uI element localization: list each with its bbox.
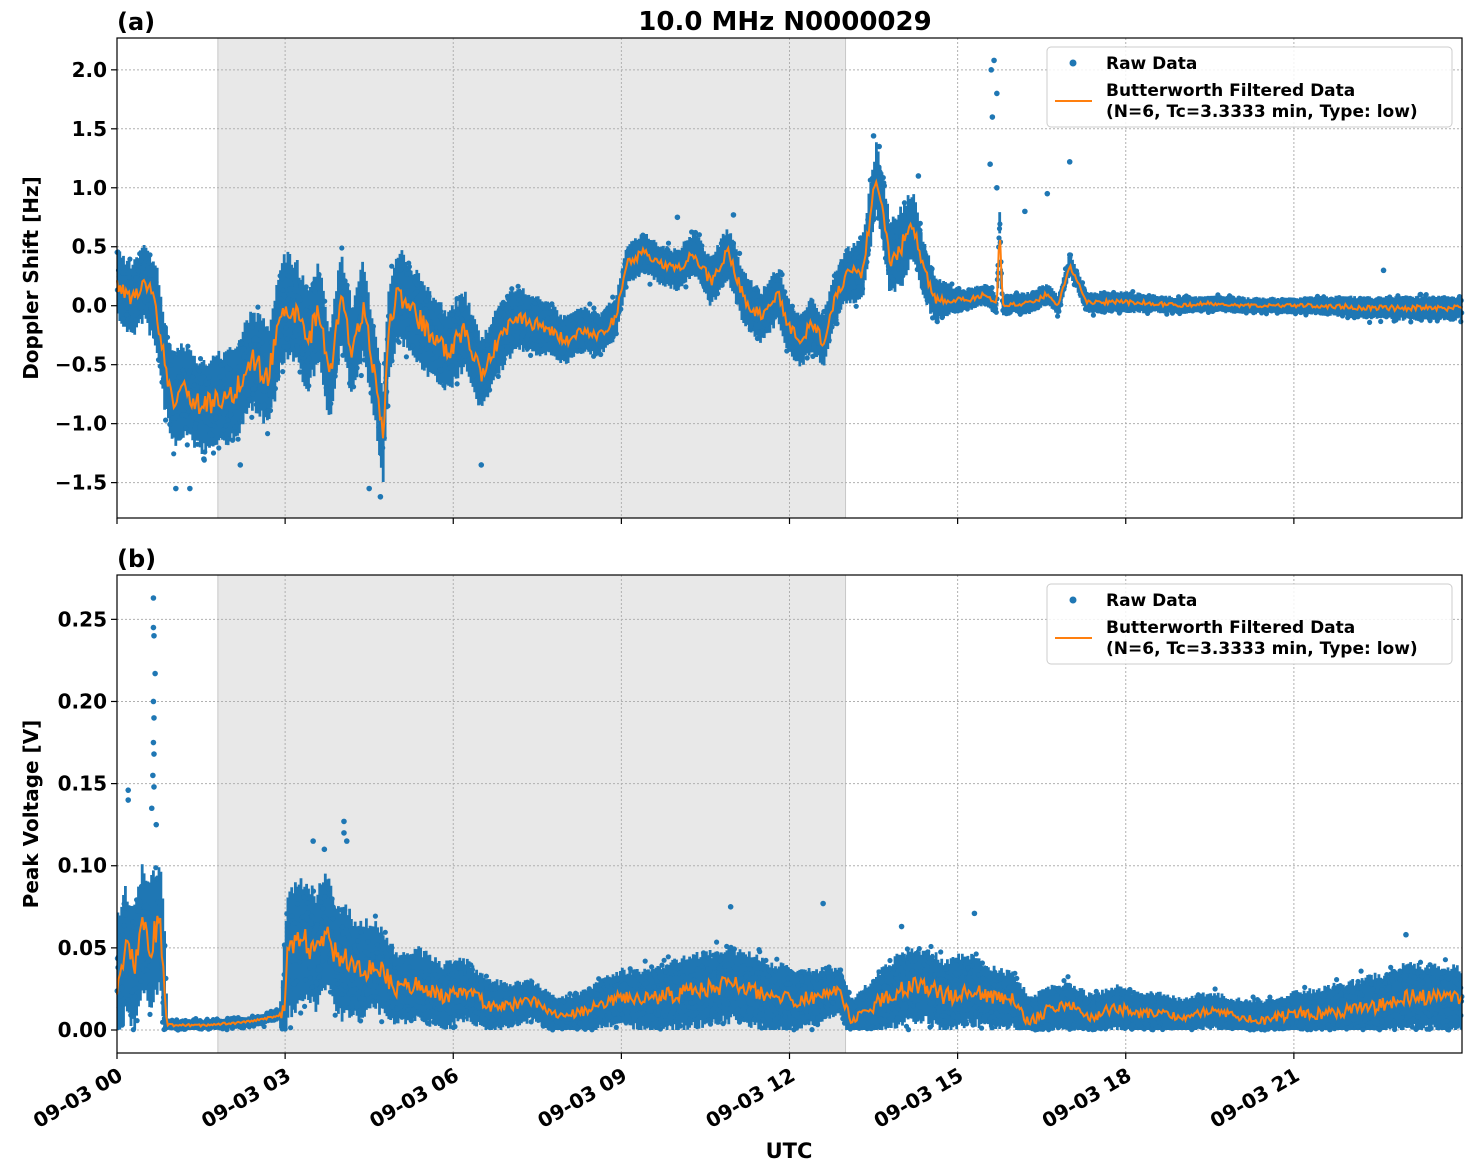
panel-a-raw-outlier-point [988, 67, 995, 73]
panel-a-filtered-line [116, 178, 1463, 439]
panel-b-ytick-label: 0.25 [58, 607, 107, 631]
panel-b-xtick-label: 09-03 18 [1038, 1063, 1136, 1133]
panel-a-raw-outlier-point [173, 485, 179, 492]
panel-b-xtick-label: 09-03 06 [365, 1063, 463, 1133]
panel-b-raw-outlier-point [727, 904, 734, 910]
panel-b-raw-outlier-point [125, 787, 132, 793]
panel-b-raw-outlier-point [152, 670, 158, 677]
panel-b-legend: Raw Data Butterworth Filtered Data (N=6,… [1046, 583, 1453, 665]
panel-b-raw-outlier-point [151, 632, 157, 639]
panel-b-raw-outlier-point [150, 595, 157, 601]
panel-b-label: (b) [117, 545, 156, 573]
panel-b-raw-outlier-point [150, 739, 157, 746]
panel-a-legend-box [1046, 46, 1453, 128]
x-axis-label: UTC [766, 1139, 813, 1163]
panel-a-raw-outlier-point [237, 462, 244, 468]
panel-b-raw-outlier-point [151, 751, 157, 757]
panel-b-raw-outlier-point [310, 838, 316, 844]
panel-a-raw-outlier-point [870, 133, 877, 139]
panel-a-label: (a) [117, 8, 155, 36]
panel-b-raw-outlier-point [148, 805, 155, 812]
panel-b-raw-outlier-point [150, 624, 157, 631]
panel-b-xtick-label: 09-03 15 [870, 1063, 968, 1133]
panel-a-ytick-label: −1.5 [55, 471, 107, 495]
panel-b-raw-outlier-point [341, 818, 347, 825]
panel-b-raw-outlier-point [971, 910, 978, 917]
panel-a-ytick-label: 1.0 [72, 176, 107, 200]
panel-b-legend-filtered-params: (N=6, Tc=3.3333 min, Type: low) [1106, 639, 1418, 659]
panel-a-raw-outlier-point [989, 114, 996, 120]
panel-a-ytick-label: 1.5 [72, 117, 107, 141]
panel-a-raw-outlier-point [201, 456, 207, 462]
panel-b-raw-outlier-point [343, 838, 350, 844]
panel-b-raw-outlier-point [321, 846, 328, 853]
panel-a-legend-raw-marker [1069, 59, 1077, 67]
panel-b-filtered-line [116, 915, 1463, 1028]
panel-a-ytick-label: −0.5 [55, 353, 107, 377]
panel-b-raw-outlier-point [341, 830, 347, 836]
panel-b-raw-outlier-point [150, 698, 157, 705]
panel-a-raw-outlier-point [187, 485, 193, 492]
panel-a-raw-outlier-point [994, 90, 1000, 97]
panel-a-legend-filtered-params: (N=6, Tc=3.3333 min, Type: low) [1106, 102, 1418, 122]
panel-a-raw-outlier-point [876, 143, 882, 150]
panel-b-xtick-label: 09-03 09 [533, 1063, 631, 1133]
panel-a-raw-outlier-point [987, 161, 993, 167]
figure-title: 10.0 MHz N0000029 [638, 7, 931, 37]
panel-b-raw-outlier-point [150, 772, 156, 779]
panel-a-raw-outlier-point [915, 173, 922, 179]
panel-b-ytick-label: 0.15 [58, 772, 107, 796]
panel-a-raw-outlier-point [730, 212, 737, 218]
panel-a-raw-outlier-point [478, 462, 485, 468]
panel-a-ytick-label: 0.0 [72, 294, 107, 318]
panel-a-raw-outlier-point [1066, 159, 1073, 165]
panel-b-xtick-label: 09-03 21 [1206, 1063, 1304, 1133]
panel-b-raw-outlier-point [898, 923, 905, 930]
panel-b-raw-outlier-point [125, 797, 132, 803]
panel-a-shaded-span [217, 37, 847, 519]
panel-b-raw-outlier-point [820, 900, 826, 907]
panel-b-peak-voltage: 0.00 0.05 0.10 0.15 0.20 0.25 09-03 00 09-03 03… [19, 545, 1465, 1133]
panel-a-raw-outlier-point [366, 485, 372, 492]
panel-a-legend-raw-label: Raw Data [1106, 54, 1197, 74]
panel-b-ylabel: Peak Voltage [V] [19, 720, 43, 909]
panel-b-ytick-label: 0.05 [58, 936, 107, 960]
panel-a-legend-filtered-label: Butterworth Filtered Data [1106, 81, 1355, 101]
panel-a-ylabel: Doppler Shift [Hz] [19, 176, 43, 380]
panel-b-legend-filtered-label: Butterworth Filtered Data [1106, 618, 1355, 638]
panel-b-ytick-label: 0.10 [58, 854, 107, 878]
panel-b-legend-box [1046, 583, 1453, 665]
panel-a-ytick-label: 0.5 [72, 235, 107, 259]
panel-b-xtick-label: 09-03 03 [197, 1063, 295, 1133]
panel-a-raw-outlier-point [1044, 190, 1051, 197]
panel-a-legend: Raw Data Butterworth Filtered Data (N=6,… [1046, 46, 1453, 128]
panel-b-raw-outlier-point [1403, 931, 1409, 938]
panel-a-raw-outlier-point [994, 184, 1000, 191]
panel-b-legend-raw-marker [1069, 596, 1077, 604]
panel-b-xtick-label: 09-03 00 [29, 1063, 127, 1133]
panel-a-raw-outlier-point [377, 493, 384, 500]
panel-a-raw-outlier-point [991, 57, 997, 64]
panel-a-raw-outlier-point [674, 214, 681, 221]
panel-b-raw-outlier-point [151, 715, 157, 721]
panel-b-ytick-label: 0.20 [58, 689, 107, 713]
panel-a-raw-outlier-point [1380, 267, 1387, 274]
panel-b-raw-outlier-point [153, 821, 160, 828]
panel-b-raw-outlier-point [151, 784, 157, 790]
panel-a-raw-outlier-point [1022, 208, 1028, 215]
panel-b-legend-raw-label: Raw Data [1106, 591, 1197, 611]
panel-a-ytick-label: 2.0 [72, 58, 107, 82]
panel-b-xtick-label: 09-03 12 [701, 1063, 799, 1133]
panel-a-ytick-label: −1.0 [55, 412, 107, 436]
panel-a-doppler-shift: −1.5 −1.0 −0.5 0.0 0.5 1.0 1.5 2.0 (a) Doppler … [19, 8, 1465, 524]
panel-b-ytick-label: 0.00 [58, 1018, 107, 1042]
